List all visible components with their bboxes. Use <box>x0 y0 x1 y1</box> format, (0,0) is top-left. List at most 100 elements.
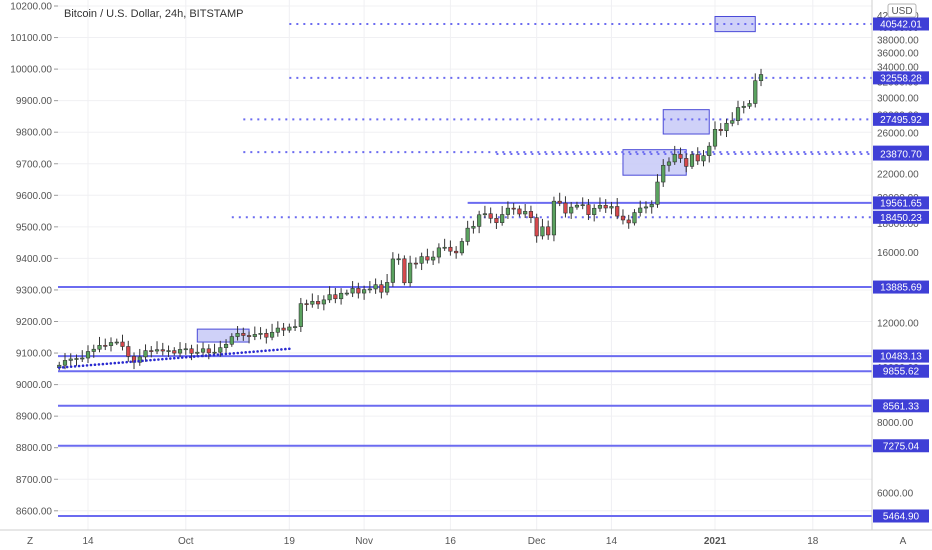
price-label: 40542.01 <box>880 20 922 31</box>
price-label: 10483.13 <box>880 352 922 363</box>
trend-dot <box>208 353 212 357</box>
candle-body <box>68 358 73 361</box>
trend-dot <box>212 353 216 357</box>
candle-body <box>718 129 723 132</box>
candle-body <box>505 207 511 215</box>
candle-body <box>258 333 263 335</box>
candle-body <box>413 262 418 265</box>
currency-badge[interactable] <box>887 3 917 18</box>
trend-dot <box>268 349 271 352</box>
trend-dot <box>236 351 240 355</box>
candle-body <box>80 357 85 360</box>
candle-body <box>103 345 108 347</box>
trend-dot <box>180 356 184 359</box>
candle-body <box>281 327 286 331</box>
trend-dot <box>157 358 160 361</box>
price-label-bg <box>873 71 929 85</box>
right-tick-label: 30000.00 <box>877 93 919 104</box>
candle-body <box>339 292 344 300</box>
trend-dot <box>85 364 89 367</box>
candle-body <box>431 256 436 261</box>
candle-body <box>419 256 424 264</box>
candle-body <box>108 342 114 346</box>
trend-dot <box>149 358 152 362</box>
auto-scale-button[interactable]: A <box>900 536 907 547</box>
candle-body <box>494 218 499 223</box>
trend-dot <box>73 365 77 368</box>
candle-body <box>574 204 580 208</box>
candle-body <box>546 226 551 236</box>
candle-body <box>212 351 217 354</box>
candle-body <box>321 299 326 305</box>
left-tick-label: 9700.00 <box>16 159 53 170</box>
x-tick-label: 16 <box>445 536 457 547</box>
trend-dot <box>200 354 204 358</box>
candle-body <box>137 356 142 363</box>
candle-body <box>758 74 764 82</box>
candle-body <box>229 336 234 345</box>
trend-dot <box>65 365 69 369</box>
x-tick-label: 14 <box>82 536 94 547</box>
price-label-bg <box>873 399 929 413</box>
candle-body <box>269 331 275 338</box>
x-tick-label: Oct <box>178 536 194 547</box>
left-tick-label: 9300.00 <box>16 285 53 296</box>
trend-dot <box>264 349 267 353</box>
candles <box>57 68 764 371</box>
candle-body <box>287 326 292 331</box>
right-tick-label: 38000.00 <box>877 35 919 46</box>
candle-body <box>120 341 125 347</box>
candle-body <box>425 256 430 261</box>
candle-body <box>666 161 672 166</box>
price-label: 19561.65 <box>880 198 922 209</box>
candle-body <box>436 247 441 258</box>
candle-body <box>678 154 683 159</box>
x-tick-label: Nov <box>355 536 373 547</box>
candle-body <box>603 205 608 209</box>
chart-title: Bitcoin / U.S. Dollar, 24h, BITSTAMP <box>64 8 244 20</box>
candle-body <box>735 107 741 121</box>
candle-body <box>580 204 585 207</box>
candle-body <box>91 348 96 352</box>
candle-body <box>373 284 378 290</box>
right-tick-label: 36000.00 <box>877 49 919 60</box>
candle-body <box>454 250 459 254</box>
candle-body <box>304 303 309 305</box>
timezone-button[interactable]: Z <box>27 536 33 547</box>
candle-body <box>649 204 654 208</box>
candle-body <box>252 334 257 337</box>
candle-body <box>316 301 321 305</box>
candle-body <box>390 258 395 283</box>
trend-dot <box>117 361 121 365</box>
candle-body <box>166 350 171 352</box>
right-tick-label: 12000.00 <box>877 318 919 329</box>
x-tick-label: Dec <box>528 536 546 547</box>
trend-dot <box>161 357 164 361</box>
price-label: 8561.33 <box>883 401 920 412</box>
price-label: 32558.28 <box>880 73 922 84</box>
x-tick-label: 14 <box>606 536 618 547</box>
candle-body <box>379 284 384 293</box>
candle-body <box>149 350 154 352</box>
trend-dot <box>153 358 156 362</box>
candle-body <box>154 349 160 352</box>
zone-box <box>714 15 756 33</box>
trend-dot <box>113 361 117 365</box>
trend-dot <box>252 350 255 353</box>
price-label-bg <box>873 439 929 453</box>
candle-body <box>661 165 666 183</box>
zones <box>196 15 756 343</box>
price-label-bg <box>873 349 929 363</box>
candle-body <box>597 205 603 209</box>
trend-dot <box>101 362 105 366</box>
candle-body <box>459 241 464 254</box>
price-label-bg <box>873 509 929 523</box>
candle-body <box>350 288 355 294</box>
candle-body <box>471 226 476 229</box>
trend-dot <box>129 360 132 364</box>
left-tick-label: 10200.00 <box>10 2 52 13</box>
candle-body <box>177 349 183 354</box>
trend-dot <box>125 360 128 364</box>
right-tick-label: 34000.00 <box>877 63 919 74</box>
